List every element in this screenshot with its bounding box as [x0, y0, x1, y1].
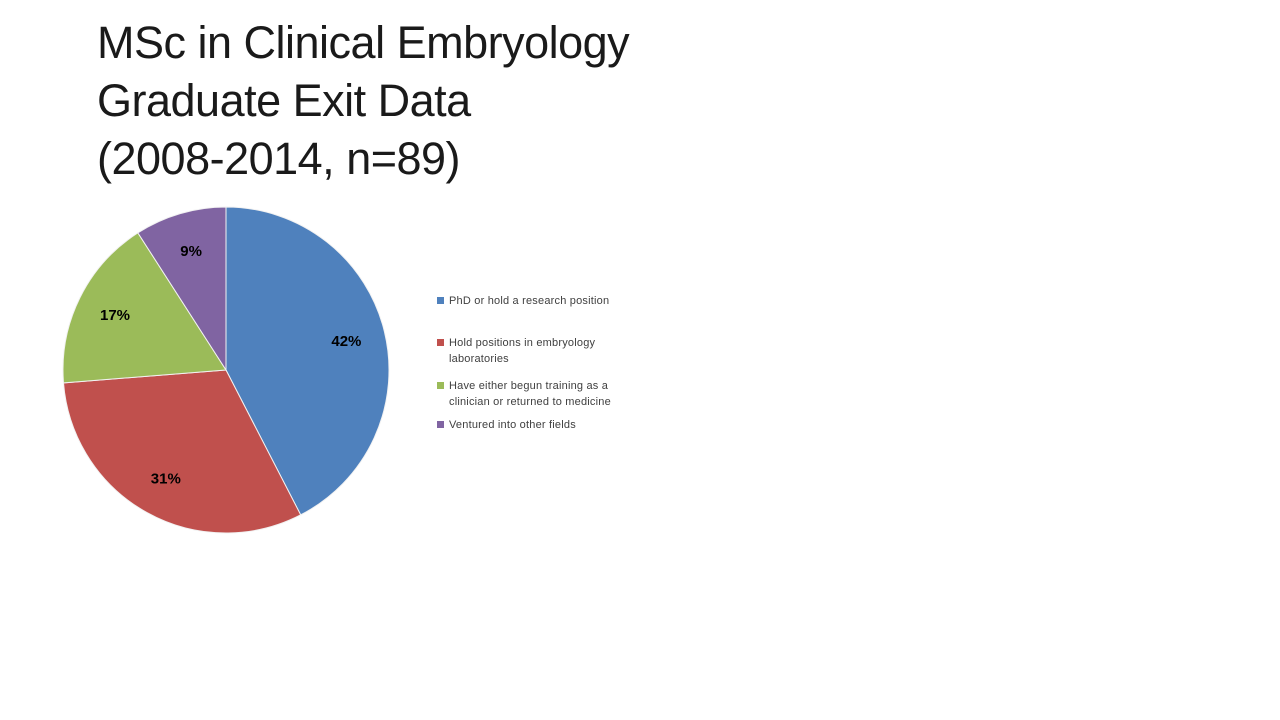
- legend-swatch-red: [437, 339, 444, 346]
- pie-slice-label-2: 17%: [100, 307, 130, 324]
- legend-label: Hold positions in embryology laboratorie…: [449, 337, 596, 365]
- legend-swatch-green: [437, 382, 444, 389]
- legend-item-embryology-labs: Hold positions in embryology laboratorie…: [437, 335, 637, 367]
- legend: PhD or hold a research position Hold pos…: [437, 293, 637, 433]
- legend-label: Have either begun training as a clinicia…: [449, 380, 611, 408]
- legend-item-phd: PhD or hold a research position: [437, 293, 637, 309]
- legend-swatch-purple: [437, 421, 444, 428]
- pie-slice-label-3: 9%: [180, 243, 202, 260]
- legend-swatch-blue: [437, 297, 444, 304]
- pie-slice-2: [62, 232, 227, 384]
- legend-label: PhD or hold a research position: [449, 295, 610, 307]
- legend-label: Ventured into other fields: [449, 419, 576, 431]
- pie-slice-label-0: 42%: [331, 333, 361, 350]
- chart-title-line-1: MSc in Clinical Embryology: [97, 17, 630, 68]
- chart-title-line-2: Graduate Exit Data: [97, 75, 471, 126]
- chart-title-line-3: (2008-2014, n=89): [97, 133, 461, 184]
- pie-slice-label-1: 31%: [151, 470, 181, 487]
- legend-item-other-fields: Ventured into other fields: [437, 417, 637, 433]
- pie-slice-1: [62, 369, 302, 534]
- pie-chart: 42% 31% 17% 9%: [62, 206, 390, 534]
- chart-title: MSc in Clinical Embryology Graduate Exit…: [97, 14, 857, 188]
- legend-item-clinician: Have either begun training as a clinicia…: [437, 378, 637, 410]
- pie-slice-0: [225, 206, 390, 516]
- pie-slice-3: [137, 206, 227, 372]
